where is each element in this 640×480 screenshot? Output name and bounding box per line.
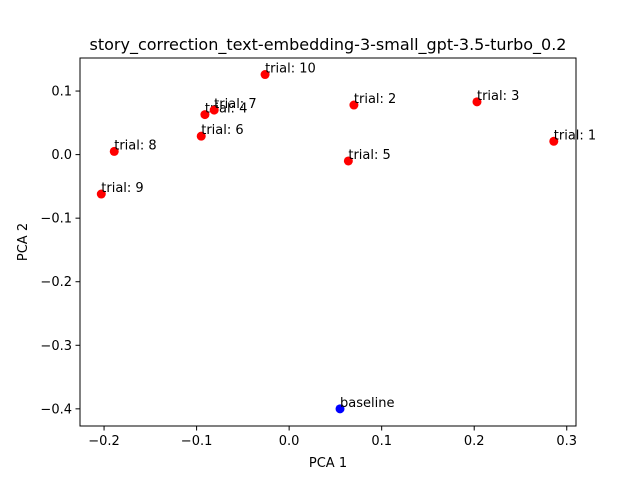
trial-point [200, 110, 210, 120]
x-tick-label: −0.1 [181, 434, 213, 449]
point-label: trial: 9 [101, 181, 143, 196]
trial-point [549, 136, 559, 146]
x-tick-label: 0.3 [556, 434, 577, 449]
trial-point [109, 146, 119, 156]
point-label: baseline [340, 396, 394, 411]
point-label: trial: 2 [354, 92, 396, 107]
y-tick-label: 0.1 [51, 85, 72, 100]
x-tick-label: 0.1 [371, 434, 392, 449]
y-tick-label: −0.4 [40, 402, 72, 417]
plot-area: −0.2 −0.1 0.0 0.1 0.2 0.3 0.1 0.0 −0.1 −0.2 −0.3 −0… [40, 57, 596, 449]
trial-point [96, 189, 106, 199]
y-axis-label: PCA 2 [16, 223, 31, 261]
y-tick-label: −0.3 [40, 339, 72, 354]
axes-frame [79, 57, 577, 427]
point-label: trial: 7 [214, 97, 256, 112]
y-tick-label: −0.2 [40, 275, 72, 290]
chart-title: story_correction_text-embedding-3-small_… [90, 35, 567, 55]
trial-point [260, 70, 270, 80]
y-tick-label: 0.0 [51, 148, 72, 163]
point-label: trial: 1 [554, 128, 596, 143]
point-label: trial: 10 [265, 62, 316, 77]
trial-point [472, 97, 482, 107]
trial-point [349, 100, 359, 110]
trial-point [196, 131, 206, 141]
x-tick-label: −0.2 [88, 434, 120, 449]
trial-point [343, 156, 353, 166]
x-tick-label: 0.0 [279, 434, 300, 449]
x-axis-label: PCA 1 [309, 456, 347, 471]
baseline-point [335, 404, 345, 414]
x-tick-label: 0.2 [464, 434, 485, 449]
point-label: trial: 6 [201, 123, 243, 138]
trial-point [209, 105, 219, 115]
y-tick-label: −0.1 [40, 212, 72, 227]
point-label: trial: 5 [348, 148, 390, 163]
point-label: trial: 3 [477, 89, 519, 104]
point-label: trial: 8 [114, 138, 156, 153]
